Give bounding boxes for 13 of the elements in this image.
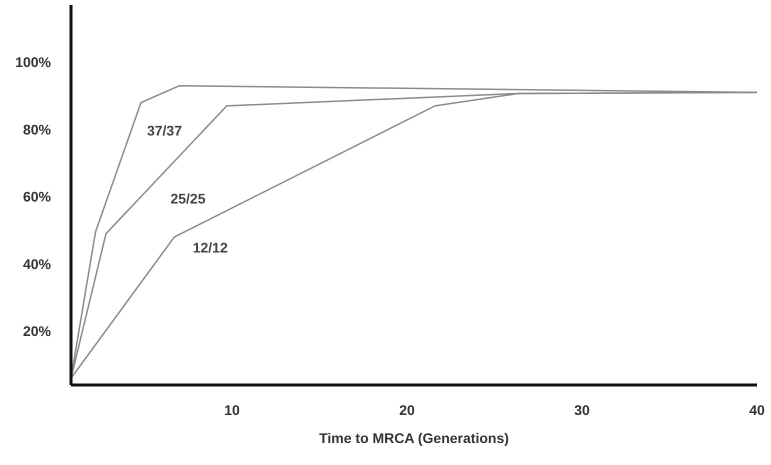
x-tick-label: 30 <box>574 402 590 418</box>
x-tick-label: 40 <box>749 402 765 418</box>
y-tick-label: 80% <box>22 121 52 138</box>
y-tick-label: 40% <box>22 256 52 272</box>
series-label: 37/37 <box>146 122 182 139</box>
y-tick-label: 100% <box>15 54 52 70</box>
y-tick-label: 60% <box>22 188 52 205</box>
x-tick-label: 10 <box>224 402 240 418</box>
y-tick-label: 20% <box>22 323 52 340</box>
x-axis-title: Time to MRCA (Generations) <box>319 430 509 446</box>
series-label: 12/12 <box>192 240 228 256</box>
x-tick-label: 20 <box>399 402 415 418</box>
series-label: 25/25 <box>170 190 206 206</box>
